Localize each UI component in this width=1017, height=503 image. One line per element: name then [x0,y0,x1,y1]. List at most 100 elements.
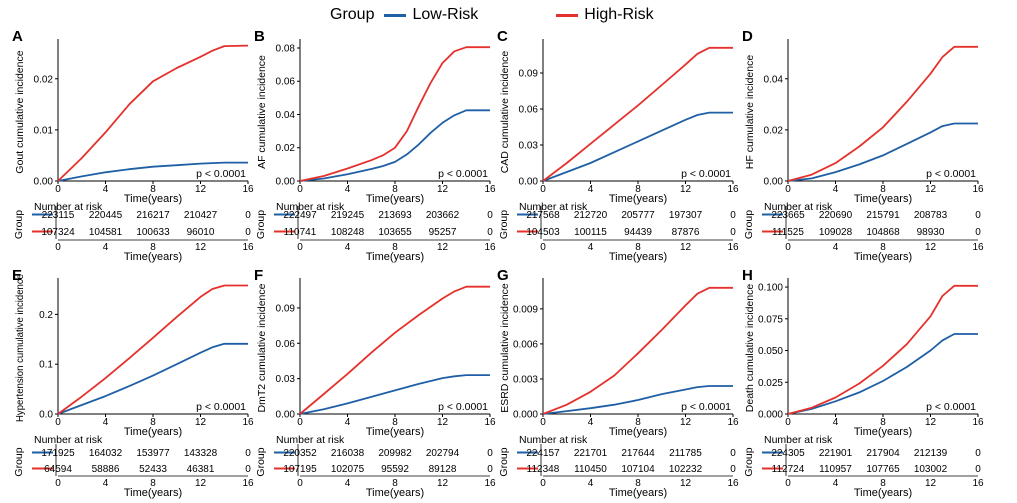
risk-table-x-title-e: Time(years) [124,487,182,499]
risk-table-x-tick-c: 0 [540,242,546,253]
x-axis-title-a: Time(years) [124,193,182,205]
risk-table-value-h: 112724 [772,464,805,475]
x-tick-label-f: 16 [484,417,496,428]
risk-table-value-f: 209982 [378,448,412,459]
risk-table-value-c: 0 [730,210,736,221]
y-tick-label-d: 0.02 [764,125,784,136]
risk-table-x-tick-e: 0 [55,478,61,489]
risk-table-title-g: Number at risk [519,434,588,446]
panel-label-a: A [12,28,23,45]
x-tick-label-f: 12 [437,417,449,428]
p-value-f: p < 0.0001 [438,401,488,413]
legend-item-high-risk: High-Risk [556,6,654,24]
y-tick-label-e: 0.1 [39,360,53,371]
risk-table-value-a: 216217 [136,210,170,221]
y-tick-label-e: 0.2 [39,310,53,321]
x-axis-title-b: Time(years) [366,193,424,205]
y-tick-label-f: 0.09 [276,303,296,314]
risk-table-value-c: 217568 [526,210,560,221]
panel-label-g: G [497,267,509,284]
x-tick-label-d: 16 [972,184,984,195]
legend-swatch-low-risk [384,13,407,17]
x-tick-label-a: 8 [150,184,156,195]
risk-table-title-h: Number at risk [764,434,833,446]
risk-table-x-tick-a: 4 [103,242,109,253]
x-tick-label-a: 12 [195,184,207,195]
risk-table-value-a: 223115 [42,210,75,221]
risk-table-x-tick-f: 4 [345,478,351,489]
x-tick-label-h: 0 [785,417,791,428]
risk-table-x-tick-d: 12 [925,242,937,253]
x-axis-title-d: Time(years) [854,193,912,205]
risk-table-x-tick-b: 4 [345,242,351,253]
risk-table-value-a: 104581 [89,227,123,238]
series-line-low-risk-c [542,111,733,182]
risk-table-title-e: Number at risk [34,434,103,446]
risk-table-value-g: 0 [730,448,736,459]
risk-table-value-d: 98930 [917,227,945,238]
x-tick-label-e: 0 [55,417,61,428]
risk-table-ylabel-g: Group [498,447,510,476]
risk-table-value-b: 203662 [426,210,460,221]
risk-table-value-g: 107104 [621,464,655,475]
x-axis-title-h: Time(years) [854,426,912,438]
x-tick-label-c: 0 [540,184,546,195]
risk-table-x-tick-a: 8 [150,242,156,253]
y-tick-label-g: 0.009 [513,304,538,315]
risk-table-title-b: Number at risk [276,201,345,213]
risk-table-x-tick-g: 16 [727,478,739,489]
y-axis-title-h: Death cumulative incidence [744,284,756,413]
risk-table-value-h: 212139 [914,448,948,459]
p-value-a: p < 0.0001 [196,168,246,180]
legend-item-low-risk: Low-Risk [384,6,478,24]
y-axis-title-g: ESRD cumulative incidence [499,283,511,413]
risk-table-value-b: 0 [487,210,493,221]
risk-table-value-b: 103655 [378,227,412,238]
risk-table-value-d: 220690 [819,210,853,221]
risk-table-value-h: 107765 [866,464,900,475]
risk-table-value-f: 102075 [331,464,365,475]
legend-title: Group [330,6,375,23]
risk-table-x-tick-b: 16 [484,242,496,253]
y-tick-label-b: 0.02 [276,143,296,154]
x-tick-label-d: 8 [880,184,886,195]
series-line-high-risk-d [787,45,978,182]
risk-table-value-c: 212720 [574,210,608,221]
risk-table-value-f: 89128 [429,464,457,475]
risk-table-value-b: 108248 [331,227,365,238]
x-tick-label-d: 4 [833,184,839,195]
risk-table-value-d: 109028 [819,227,853,238]
y-tick-label-c: 0.00 [519,177,539,188]
panel-label-e: E [12,267,22,284]
y-axis-title-c: CAD cumulative incidence [499,51,511,174]
risk-table-value-g: 102232 [669,464,703,475]
p-value-h: p < 0.0001 [926,401,976,413]
x-axis-title-g: Time(years) [609,426,667,438]
x-tick-label-a: 16 [242,184,254,195]
risk-table-value-h: 0 [975,464,981,475]
y-axis-title-d: HF cumulative incidence [744,55,756,170]
risk-table-x-tick-b: 0 [297,242,303,253]
risk-table-x-tick-c: 16 [727,242,739,253]
risk-table-value-g: 0 [730,464,736,475]
series-line-low-risk-g [542,385,733,415]
y-tick-label-f: 0.00 [276,410,296,421]
risk-table-x-tick-f: 0 [297,478,303,489]
risk-table-value-e: 0 [245,464,251,475]
panel-label-f: F [254,267,263,284]
series-line-low-risk-a [57,161,248,182]
risk-table-value-g: 224157 [526,448,560,459]
y-tick-label-g: 0.006 [513,339,538,350]
risk-table-value-b: 110741 [284,227,317,238]
y-tick-label-h: 0.000 [758,410,783,421]
risk-table-value-h: 0 [975,448,981,459]
y-tick-label-d: 0.04 [764,74,784,85]
x-tick-label-c: 8 [635,184,641,195]
p-value-c: p < 0.0001 [681,168,731,180]
risk-table-value-e: 153977 [136,448,170,459]
risk-table-ylabel-d: Group [743,210,755,239]
y-tick-label-c: 0.06 [519,105,539,116]
risk-table-value-c: 197307 [669,210,703,221]
risk-table-x-title-g: Time(years) [609,487,667,499]
x-tick-label-f: 0 [297,417,303,428]
